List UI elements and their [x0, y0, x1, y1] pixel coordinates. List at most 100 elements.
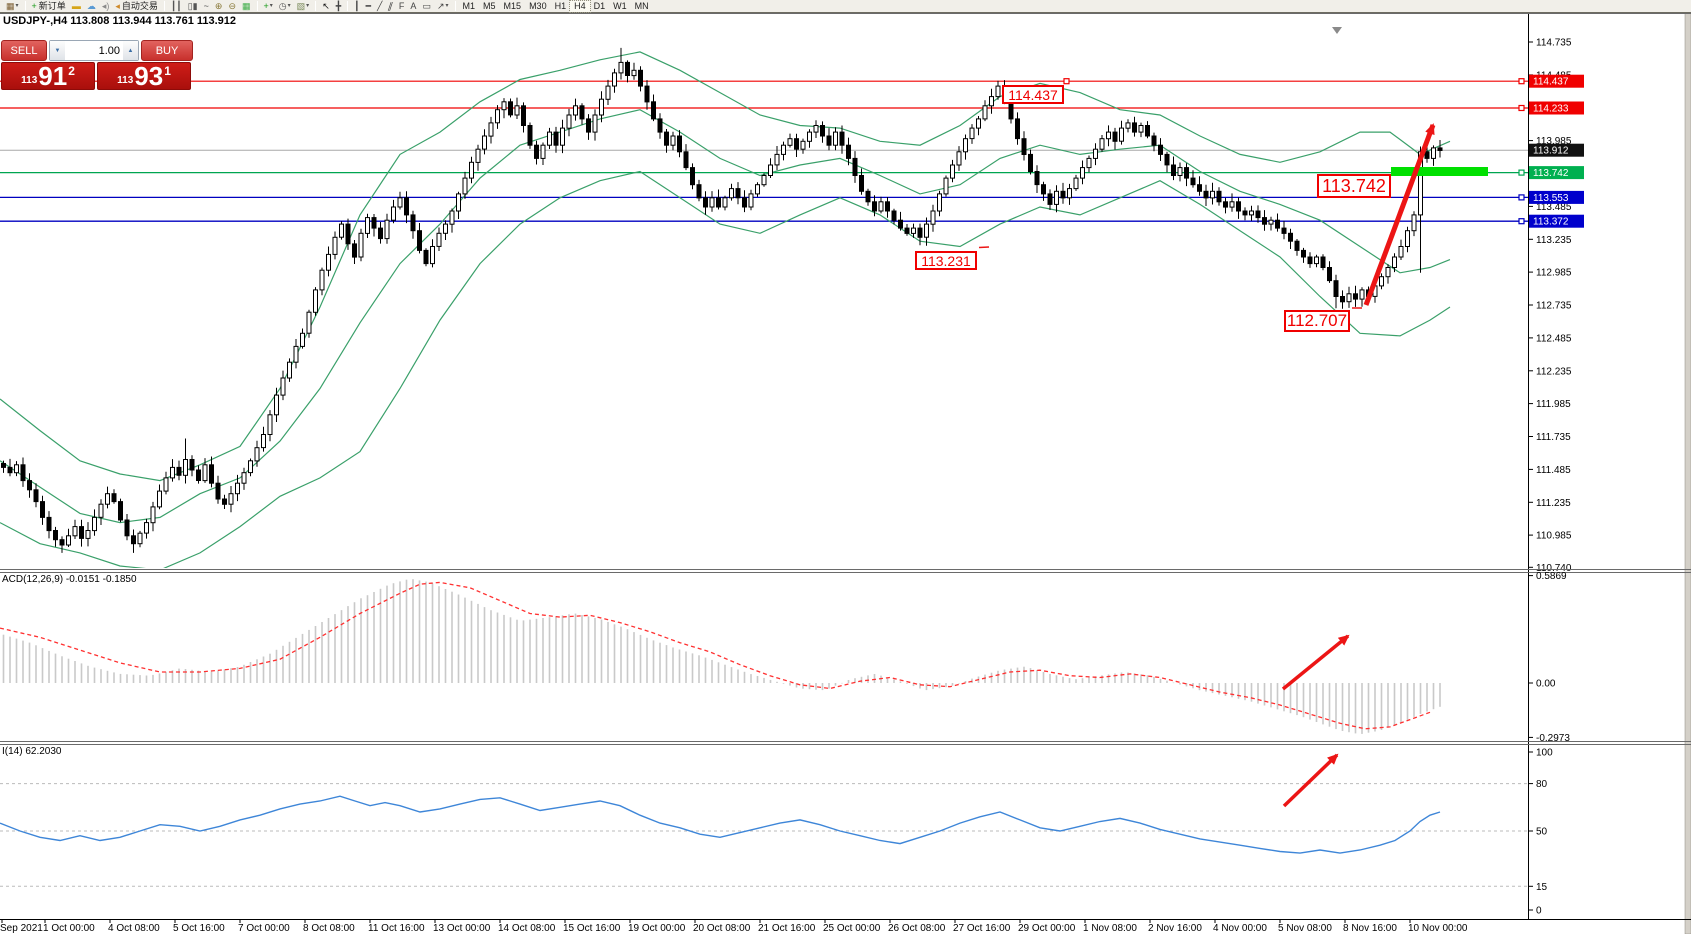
- bar-chart-icon[interactable]: ┃┃: [168, 1, 185, 12]
- candle: [352, 243, 357, 258]
- volume-decrease-button[interactable]: ▼: [50, 41, 65, 60]
- macd-histogram-bar: [1159, 678, 1162, 683]
- time-axis[interactable]: Sep 2021 1 Oct 00:00 4 Oct 08:00 5 Oct 16:0…: [0, 919, 1691, 934]
- channel-icon[interactable]: ∥: [385, 1, 396, 12]
- candle: [963, 138, 968, 153]
- timeframe-button-m1[interactable]: M1: [462, 0, 476, 11]
- timeframe-button-w1[interactable]: W1: [613, 0, 627, 11]
- zoom-out-icon[interactable]: ⊖: [225, 1, 239, 12]
- macd-histogram-bar: [87, 665, 89, 683]
- sell-button[interactable]: SELL: [1, 40, 47, 61]
- candle: [1060, 190, 1066, 199]
- price-label-113742[interactable]: 113.742: [1317, 174, 1391, 198]
- price-label-114437[interactable]: 114.437: [1002, 85, 1064, 104]
- line-anchor-square: [1518, 78, 1525, 85]
- macd-histogram-bar: [1172, 682, 1175, 684]
- macd-histogram-bar: [197, 670, 200, 683]
- cloud-icon[interactable]: ☁: [84, 1, 99, 12]
- buy-button[interactable]: BUY: [141, 40, 193, 61]
- macd-histogram-bar: [548, 617, 551, 683]
- candle: [449, 210, 455, 225]
- candle: [1145, 125, 1150, 137]
- macd-histogram-bar: [210, 671, 213, 683]
- text-icon[interactable]: A: [407, 1, 419, 12]
- candle: [553, 131, 559, 146]
- bollinger-middle-line: [0, 109, 1451, 524]
- candle: [1307, 256, 1313, 265]
- fibonacci-icon[interactable]: F: [396, 1, 408, 12]
- candle: [105, 493, 110, 505]
- price-chart[interactable]: 114.735114.485113.985113.485113.235112.9…: [0, 13, 1691, 934]
- macd-histogram-bar: [607, 621, 609, 683]
- line-chart-icon[interactable]: ~: [201, 1, 212, 12]
- autotrading-button[interactable]: ◂ 自动交易: [112, 1, 161, 12]
- macd-histogram-bar: [282, 645, 284, 683]
- chart-window[interactable]: 114.735114.485113.985113.485113.235112.9…: [0, 13, 1691, 934]
- price-label-112707[interactable]: 112.707: [1284, 310, 1350, 332]
- macd-histogram-bar: [1296, 683, 1298, 716]
- hline-icon[interactable]: ━: [363, 1, 374, 12]
- timeframe-button-m15[interactable]: M15: [503, 0, 522, 11]
- line-anchor-square: [1518, 104, 1525, 112]
- zoom-in-icon[interactable]: ⊕: [212, 1, 226, 12]
- cursor-icon[interactable]: ↖: [319, 1, 333, 12]
- timeframe-button-h4[interactable]: H4: [569, 0, 591, 13]
- candle: [1340, 296, 1345, 303]
- candlestick-icon[interactable]: ▯▮: [185, 1, 201, 12]
- template-icon: ▧: [296, 0, 306, 11]
- candle: [1028, 153, 1033, 172]
- indicators-icon[interactable]: + ▾: [261, 1, 276, 12]
- candle: [33, 489, 39, 503]
- candle: [430, 246, 435, 265]
- sound-icon[interactable]: ◂): [99, 1, 113, 12]
- candle: [66, 535, 71, 546]
- arrows-icon[interactable]: ↗ ▾: [434, 1, 452, 12]
- candle: [1333, 280, 1339, 298]
- label-icon[interactable]: ▭: [419, 1, 434, 12]
- price-label-113231[interactable]: 113.231: [915, 251, 977, 270]
- trend-arrow-macd[interactable]: [1281, 634, 1350, 691]
- chart-window-icon[interactable]: ▦ ▾: [3, 1, 22, 12]
- timeframe-button-m30[interactable]: M30: [529, 0, 547, 11]
- candle: [1294, 240, 1300, 251]
- time-axis-label: 11 Oct 16:00: [368, 923, 425, 934]
- macd-histogram-bar: [893, 679, 895, 683]
- trend-arrow-rsi[interactable]: [1282, 753, 1339, 808]
- volume-input[interactable]: [65, 41, 123, 60]
- macd-panel[interactable]: 0.5869 0.00 -0.2973: [0, 571, 1570, 744]
- rsi-panel[interactable]: 100 80 50 15 0: [0, 748, 1553, 917]
- volume-increase-button[interactable]: ▲: [123, 41, 138, 60]
- new-order-button[interactable]: + 新订单: [29, 1, 69, 12]
- main-panel[interactable]: [0, 27, 1528, 570]
- candle: [1255, 210, 1261, 219]
- green-highlight-bar[interactable]: [1391, 167, 1488, 176]
- tile-windows-icon[interactable]: ▦: [239, 1, 254, 12]
- bid-quote[interactable]: 113 91 2: [1, 62, 95, 90]
- candle: [274, 394, 279, 416]
- trend-arrow-main[interactable]: [1363, 123, 1436, 306]
- candle: [1190, 177, 1196, 186]
- annotation-layer: [1281, 123, 1488, 808]
- toolbar-separator: [24, 1, 26, 11]
- gold-icon[interactable]: ▬: [69, 1, 84, 12]
- timeframe-button-mn[interactable]: MN: [634, 0, 649, 11]
- macd-tick-label: -0.2973: [1536, 733, 1570, 744]
- macd-histogram-bar: [1348, 683, 1350, 733]
- timeframe-button-m5[interactable]: M5: [483, 0, 496, 11]
- timeframe-button-h1[interactable]: H1: [554, 0, 567, 11]
- macd-histogram-bar: [243, 664, 245, 683]
- crosshair-icon[interactable]: ╋: [333, 1, 344, 12]
- period-icon[interactable]: ◷ ▾: [276, 1, 294, 12]
- ask-quote[interactable]: 113 93 1: [97, 62, 191, 90]
- vline-icon[interactable]: ┃: [351, 1, 362, 12]
- trendline-icon[interactable]: ╱: [374, 1, 385, 12]
- timeframe-button-d1[interactable]: D1: [593, 0, 606, 11]
- macd-histogram-bar: [594, 617, 596, 683]
- template-icon[interactable]: ▧ ▾: [294, 1, 313, 12]
- macd-histogram-bar: [1120, 672, 1123, 683]
- candle: [1067, 188, 1072, 199]
- price-axis[interactable]: 114.735114.485113.985113.485113.235112.9…: [1063, 13, 1584, 919]
- candle: [1242, 210, 1248, 216]
- price-tick-label: 110.740: [1536, 563, 1572, 574]
- candle: [1086, 157, 1092, 169]
